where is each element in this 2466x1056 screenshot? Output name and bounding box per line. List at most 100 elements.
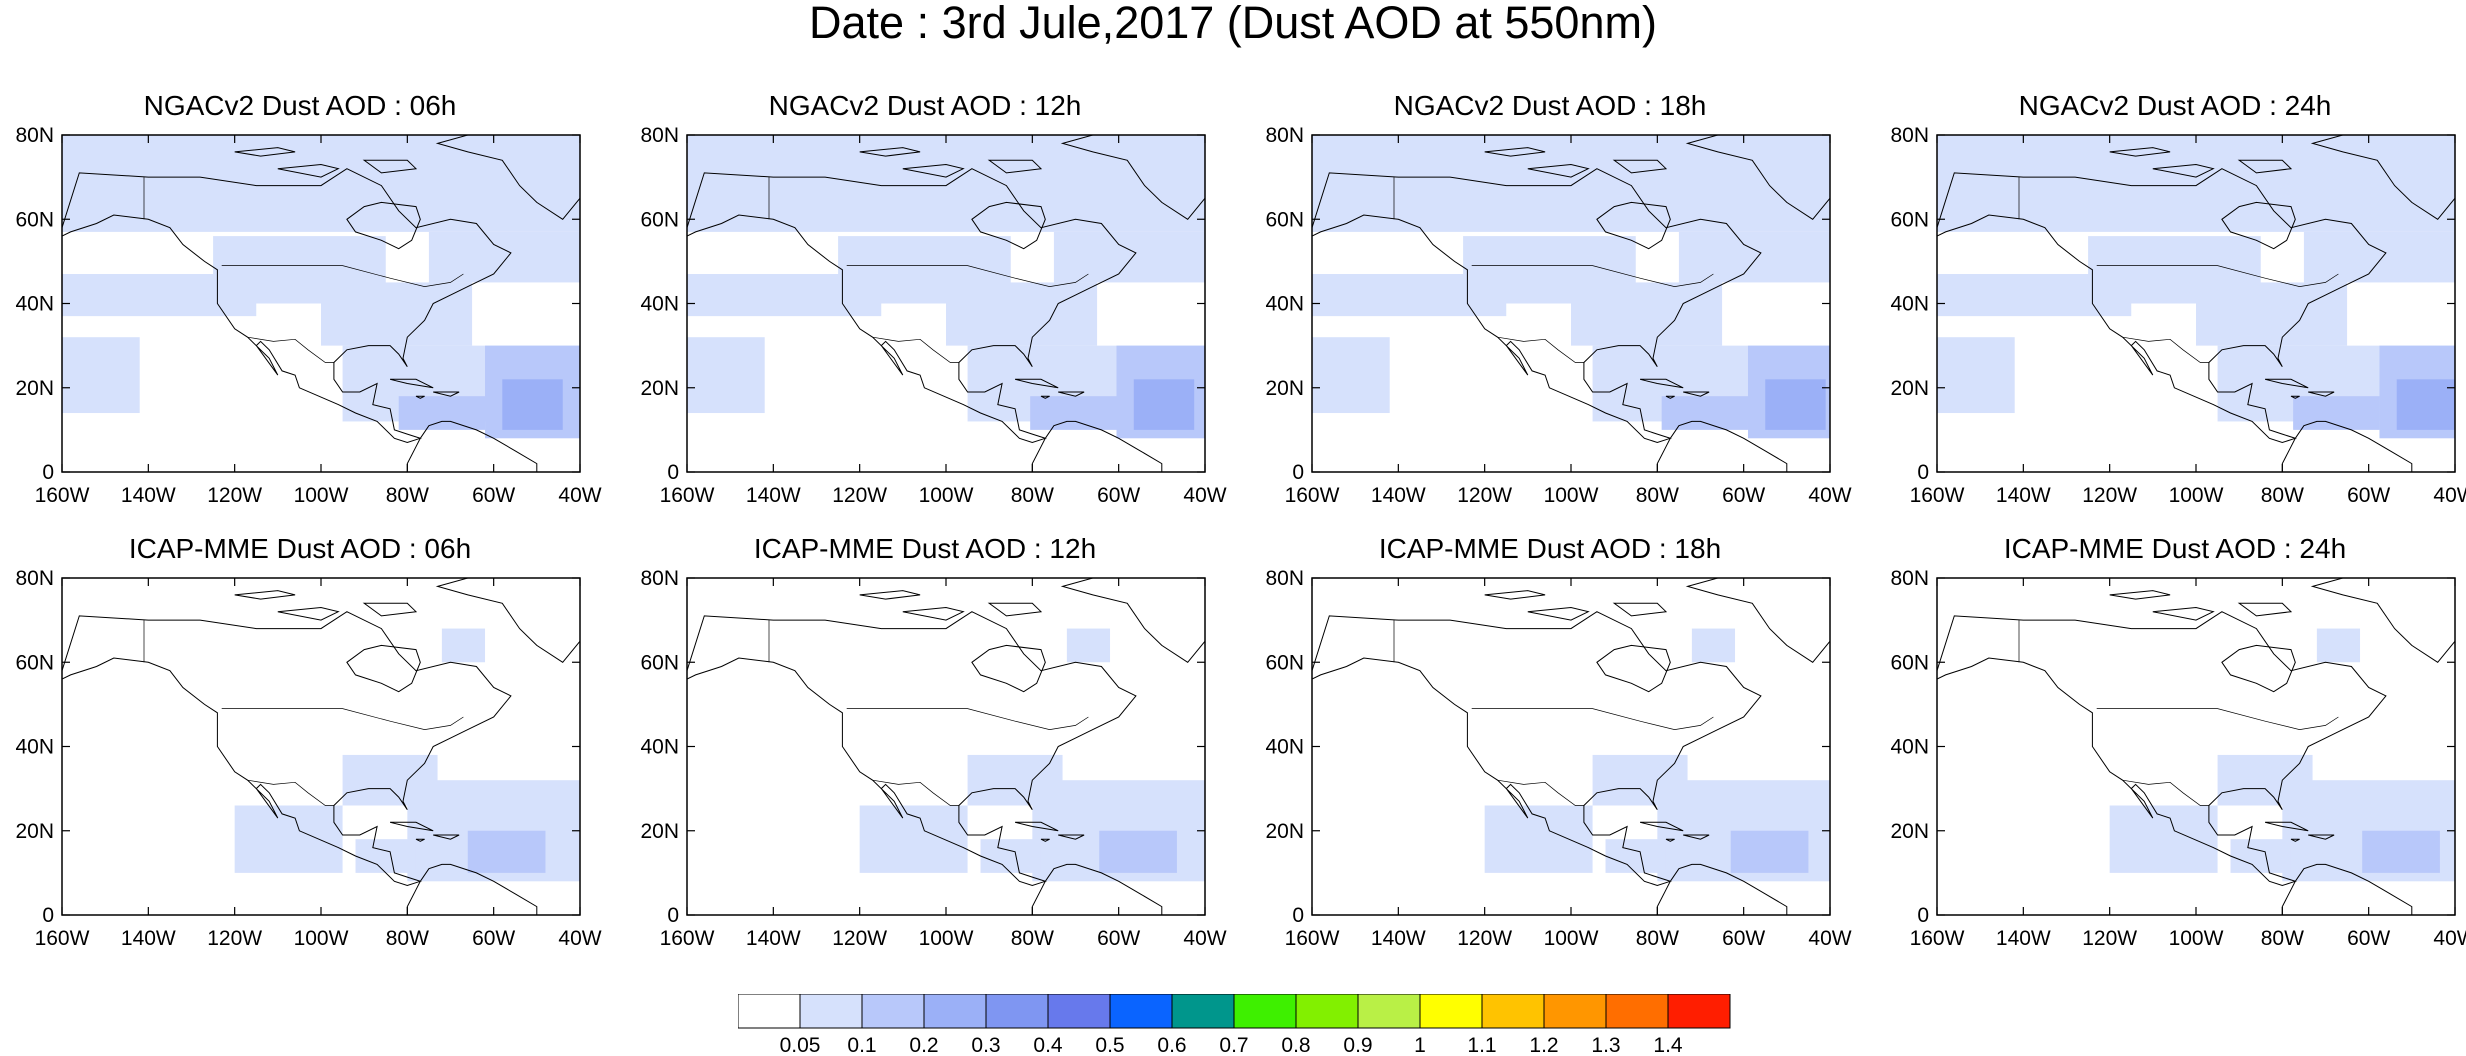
- colorbar-box: [1357, 994, 1421, 1029]
- coastlines: [1937, 578, 2455, 915]
- coastline: [1060, 578, 1205, 663]
- colorbar-box: [1233, 994, 1297, 1029]
- lat-tick-label: 80N: [1890, 124, 1929, 147]
- coastline: [346, 201, 421, 250]
- island-outline: [2152, 163, 2215, 178]
- lon-tick-label: 160W: [660, 484, 715, 507]
- lat-tick-label: 0: [1917, 461, 1929, 484]
- lon-tick-label: 40W: [2433, 484, 2466, 507]
- map-panel-icap-18h: ICAP-MME Dust AOD : 18h 160W 140W 120W 100W…: [1250, 523, 1851, 1023]
- panel-title: ICAP-MME Dust AOD : 24h: [2003, 533, 2347, 564]
- lon-tick-label: 40W: [1183, 484, 1226, 507]
- panel-title: NGACv2 Dust AOD : 18h: [1393, 90, 1707, 121]
- map-panel-icap-12h: ICAP-MME Dust AOD : 12h 160W 140W 120W 100W…: [625, 523, 1226, 1023]
- lat-tick-label: 40N: [640, 293, 679, 316]
- lon-tick-label: 160W: [660, 927, 715, 950]
- lat-tick-label: 60N: [1265, 208, 1304, 231]
- aod-region: [2109, 805, 2218, 873]
- aod-region: [1312, 135, 1830, 232]
- colorbar-box: [861, 994, 925, 1029]
- map-panel-icap-24h: ICAP-MME Dust AOD : 24h 160W 140W 120W 100W…: [1875, 523, 2466, 1023]
- country-border: [247, 779, 334, 806]
- island-outline: [1040, 838, 1050, 842]
- island-outline: [859, 590, 921, 600]
- map-plot: 160W 140W 120W 100W 80W 60W 40W 0 20N 40N 60N 80N: [640, 124, 1226, 507]
- lat-tick-label: 20N: [640, 820, 679, 843]
- lon-tick-label: 60W: [2347, 927, 2390, 950]
- coastline: [2221, 201, 2296, 250]
- lon-tick-label: 120W: [832, 484, 887, 507]
- aod-region: [1066, 628, 1111, 663]
- lon-tick-label: 120W: [207, 484, 262, 507]
- lat-tick-label: 20N: [15, 377, 54, 400]
- coastline: [687, 611, 1137, 887]
- coastline: [1060, 135, 1205, 220]
- lon-tick-label: 100W: [294, 484, 349, 507]
- island-outline: [1527, 606, 1590, 621]
- coastline: [1596, 644, 1671, 693]
- lat-tick-label: 60N: [15, 208, 54, 231]
- lat-tick-label: 80N: [1890, 567, 1929, 590]
- aod-region: [1678, 231, 1830, 283]
- lon-tick-label: 80W: [2261, 484, 2304, 507]
- colorbar-label: 1.1: [1467, 1034, 1496, 1056]
- lon-tick-label: 140W: [1996, 927, 2051, 950]
- lon-tick-label: 160W: [1910, 484, 1965, 507]
- aod-region: [234, 805, 343, 873]
- island-outline: [1484, 590, 1546, 600]
- country-border: [2096, 265, 2339, 287]
- island-outline: [2152, 606, 2215, 621]
- coastline: [1596, 201, 1671, 250]
- island-outline: [1665, 838, 1675, 842]
- lat-tick-label: 40N: [1265, 293, 1304, 316]
- lon-tick-label: 60W: [1097, 484, 1140, 507]
- island-outline: [433, 391, 460, 397]
- lat-tick-label: 0: [667, 904, 679, 927]
- colorbar-label: 0.9: [1343, 1034, 1372, 1056]
- colorbar-svg: 0.05 0.1 0.2 0.3 0.4 0.5 0.6 0.7 0.8 0.9 1 1.1 1.2 1.…: [738, 994, 1731, 1056]
- coastline: [435, 578, 580, 663]
- colorbar-box: [923, 994, 987, 1029]
- lon-tick-label: 140W: [121, 927, 176, 950]
- coastlines: [687, 578, 1205, 915]
- country-border: [1471, 708, 1714, 730]
- colorbar-box: [1047, 994, 1111, 1029]
- aod-region: [2303, 231, 2455, 283]
- lon-tick-label: 140W: [1996, 484, 2051, 507]
- coastline: [435, 135, 580, 220]
- colorbar-label: 1.4: [1653, 1034, 1683, 1056]
- coastline: [406, 863, 538, 915]
- coastline: [1656, 420, 1788, 472]
- colorbar-label: 0.5: [1095, 1034, 1124, 1056]
- coastline: [2310, 578, 2455, 663]
- lat-tick-label: 40N: [640, 736, 679, 759]
- lon-tick-label: 160W: [35, 484, 90, 507]
- aod-region: [1312, 337, 1390, 414]
- map-panel-icap-06h: ICAP-MME Dust AOD : 06h 160W 140W 120W 100W…: [0, 523, 601, 1023]
- coastline: [1937, 168, 2387, 444]
- aod-shading: [2109, 628, 2455, 882]
- lat-tick-label: 60N: [1890, 651, 1929, 674]
- lat-tick-label: 60N: [1890, 208, 1929, 231]
- panel-title: NGACv2 Dust AOD : 12h: [768, 90, 1082, 121]
- country-border: [872, 336, 959, 363]
- lon-tick-label: 80W: [386, 927, 429, 950]
- aod-shading: [687, 135, 1205, 439]
- island-outline: [2264, 378, 2309, 389]
- island-outline: [1683, 834, 1710, 840]
- lon-tick-label: 140W: [121, 484, 176, 507]
- country-border: [221, 265, 464, 287]
- lat-tick-label: 60N: [1265, 651, 1304, 674]
- colorbar-box: [1171, 994, 1235, 1029]
- aod-region: [1691, 628, 1736, 663]
- aod-region: [2196, 282, 2348, 346]
- aod-region: [1765, 379, 1826, 430]
- map-plot: 160W 140W 120W 100W 80W 60W 40W 0 20N 40N 60N 80N: [1265, 124, 1851, 507]
- map-plot: 160W 140W 120W 100W 80W 60W 40W 0 20N 40N 60N 80N: [15, 567, 601, 950]
- aod-region: [1099, 830, 1177, 873]
- aod-region: [1484, 805, 1593, 873]
- aod-shading: [234, 628, 580, 882]
- lon-tick-label: 80W: [1636, 927, 1679, 950]
- panel-title: NGACv2 Dust AOD : 06h: [143, 90, 457, 121]
- country-border: [2096, 708, 2339, 730]
